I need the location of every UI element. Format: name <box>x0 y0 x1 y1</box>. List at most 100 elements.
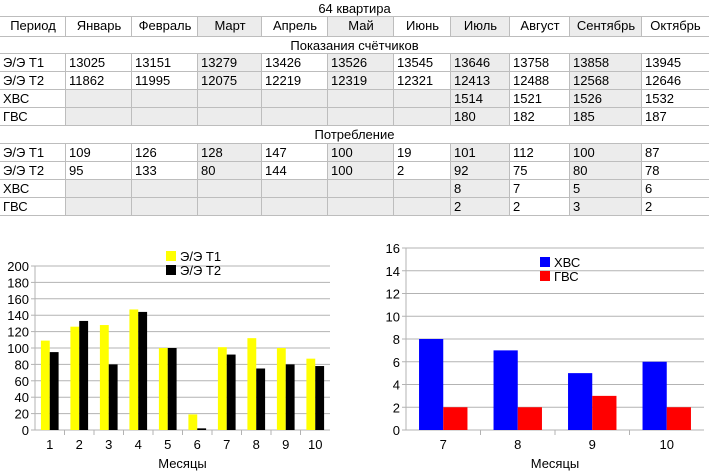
row-label-cell[interactable]: ХВС <box>3 91 30 106</box>
consumption-value-cell[interactable]: 128 <box>198 144 262 162</box>
reading-value-cell[interactable] <box>132 108 198 126</box>
reading-value-cell[interactable]: 1526 <box>570 90 642 108</box>
reading-value-cell[interactable]: 12413 <box>451 72 510 90</box>
month-header-cell[interactable]: Февраль <box>138 18 192 33</box>
consumption-value-cell[interactable] <box>132 198 198 216</box>
consumption-value-cell[interactable] <box>394 180 451 198</box>
reading-value-cell[interactable]: 13758 <box>513 55 550 70</box>
row-label-cell[interactable]: Э/Э Т2 <box>3 73 45 88</box>
consumption-value-cell[interactable]: 7 <box>513 181 521 196</box>
month-header-cell[interactable]: Сентябрь <box>570 17 642 37</box>
section-consumption-title[interactable]: Потребление <box>314 127 395 142</box>
reading-value-cell[interactable]: 13151 <box>135 55 172 70</box>
reading-value-cell[interactable]: 13545 <box>397 55 434 70</box>
reading-value-cell[interactable]: 13025 <box>69 55 106 70</box>
consumption-value-cell[interactable]: 100 <box>328 144 394 162</box>
reading-value-cell[interactable]: 12646 <box>645 73 682 88</box>
reading-value-cell[interactable]: 12219 <box>265 73 302 88</box>
reading-value-cell[interactable]: 12321 <box>397 73 434 88</box>
consumption-value-cell[interactable]: 80 <box>198 162 262 180</box>
consumption-value-cell[interactable]: 100 <box>570 144 642 162</box>
reading-value-cell[interactable]: 13945 <box>645 55 682 70</box>
reading-value-cell[interactable]: 1514 <box>451 90 510 108</box>
reading-value-cell[interactable] <box>262 90 328 108</box>
consumption-value-cell[interactable]: 100 <box>328 162 394 180</box>
month-header-cell[interactable]: Июль <box>451 17 510 37</box>
reading-value-cell[interactable]: 187 <box>645 109 667 124</box>
consumption-value-cell[interactable] <box>132 180 198 198</box>
consumption-value-cell[interactable] <box>328 198 394 216</box>
consumption-value-cell[interactable] <box>394 198 451 216</box>
reading-value-cell[interactable] <box>66 108 132 126</box>
reading-value-cell[interactable]: 12319 <box>328 72 394 90</box>
reading-value-cell[interactable]: 11862 <box>69 73 105 88</box>
consumption-value-cell[interactable]: 147 <box>265 145 287 160</box>
consumption-value-cell[interactable]: 2 <box>513 199 521 214</box>
reading-value-cell[interactable]: 11995 <box>135 73 171 88</box>
consumption-value-cell[interactable]: 2 <box>451 198 510 216</box>
consumption-value-cell[interactable] <box>66 180 132 198</box>
consumption-value-cell[interactable]: 144 <box>265 163 287 178</box>
reading-value-cell[interactable]: 13426 <box>265 55 302 70</box>
row-label-cell[interactable]: ГВС <box>3 199 28 214</box>
consumption-value-cell[interactable]: 3 <box>570 198 642 216</box>
consumption-value-cell[interactable]: 19 <box>397 145 412 160</box>
consumption-value-cell[interactable] <box>66 198 132 216</box>
consumption-value-cell[interactable]: 2 <box>397 163 405 178</box>
reading-value-cell[interactable]: 13279 <box>198 54 262 72</box>
reading-value-cell[interactable]: 1532 <box>645 91 674 106</box>
reading-value-cell[interactable] <box>328 90 394 108</box>
row-label-cell[interactable]: Э/Э Т1 <box>3 145 45 160</box>
month-header-cell[interactable]: Август <box>520 18 560 33</box>
consumption-value-cell[interactable]: 75 <box>513 163 528 178</box>
row-label-cell[interactable]: ХВС <box>3 181 30 196</box>
consumption-value-cell[interactable]: 92 <box>451 162 510 180</box>
consumption-value-cell[interactable] <box>198 198 262 216</box>
consumption-value-cell[interactable]: 80 <box>570 162 642 180</box>
section-readings-title[interactable]: Показания счётчиков <box>290 38 419 53</box>
reading-value-cell[interactable] <box>328 108 394 126</box>
reading-value-cell[interactable]: 185 <box>570 108 642 126</box>
consumption-value-cell[interactable]: 126 <box>135 145 157 160</box>
month-header-cell[interactable]: Январь <box>76 18 122 33</box>
consumption-value-cell[interactable] <box>328 180 394 198</box>
reading-value-cell[interactable] <box>262 108 328 126</box>
row-label-cell[interactable]: Э/Э Т1 <box>3 55 45 70</box>
reading-value-cell[interactable] <box>198 90 262 108</box>
reading-value-cell[interactable]: 182 <box>513 109 535 124</box>
consumption-value-cell[interactable]: 6 <box>645 181 653 196</box>
reading-value-cell[interactable] <box>198 108 262 126</box>
row-label-cell[interactable]: ГВС <box>3 109 28 124</box>
consumption-value-cell[interactable]: 101 <box>451 144 510 162</box>
consumption-value-cell[interactable]: 5 <box>570 180 642 198</box>
month-header-cell[interactable]: Июнь <box>405 18 440 33</box>
reading-value-cell[interactable]: 13646 <box>451 54 510 72</box>
consumption-value-cell[interactable]: 133 <box>135 163 157 178</box>
period-header-cell[interactable]: Период <box>10 18 56 33</box>
consumption-value-cell[interactable]: 112 <box>513 145 534 160</box>
reading-value-cell[interactable] <box>394 108 451 126</box>
consumption-value-cell[interactable] <box>198 180 262 198</box>
consumption-value-cell[interactable] <box>262 198 328 216</box>
reading-value-cell[interactable]: 13526 <box>328 54 394 72</box>
consumption-value-cell[interactable]: 95 <box>69 163 84 178</box>
sheet-title[interactable]: 64 квартира <box>318 1 391 16</box>
row-label-cell[interactable]: Э/Э Т2 <box>3 163 45 178</box>
consumption-value-cell[interactable]: 8 <box>451 180 510 198</box>
reading-value-cell[interactable]: 12488 <box>513 73 550 88</box>
consumption-value-cell[interactable]: 109 <box>69 145 91 160</box>
month-header-cell[interactable]: Апрель <box>272 18 318 33</box>
consumption-value-cell[interactable] <box>262 180 328 198</box>
month-header-cell[interactable]: Март <box>198 17 262 37</box>
consumption-value-cell[interactable]: 87 <box>645 145 660 160</box>
reading-value-cell[interactable] <box>132 90 198 108</box>
consumption-value-cell[interactable]: 78 <box>645 163 660 178</box>
reading-value-cell[interactable]: 180 <box>451 108 510 126</box>
reading-value-cell[interactable] <box>66 90 132 108</box>
reading-value-cell[interactable]: 13858 <box>570 54 642 72</box>
month-header-cell[interactable]: Май <box>328 17 394 37</box>
reading-value-cell[interactable]: 12075 <box>198 72 262 90</box>
reading-value-cell[interactable]: 12568 <box>570 72 642 90</box>
reading-value-cell[interactable] <box>394 90 451 108</box>
consumption-value-cell[interactable]: 2 <box>645 199 653 214</box>
